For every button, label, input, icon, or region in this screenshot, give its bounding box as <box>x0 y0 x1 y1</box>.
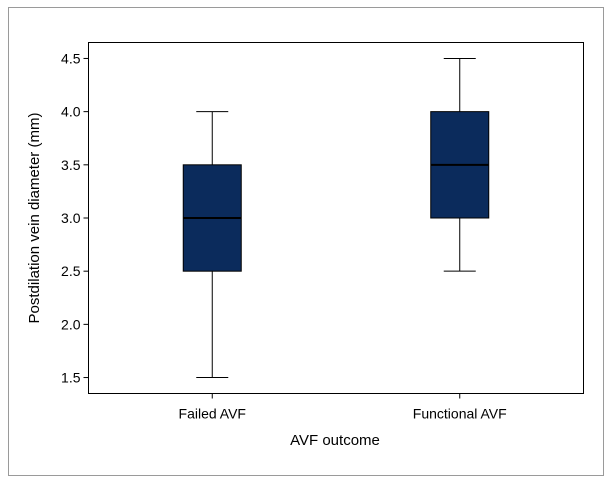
y-tick-label: 4.5 <box>61 50 81 66</box>
x-tick-label: Functional AVF <box>413 406 507 422</box>
plot-area <box>88 42 584 394</box>
x-tick-label: Failed AVF <box>179 406 246 422</box>
x-axis-label: AVF outcome <box>290 432 380 449</box>
y-tick-label: 3.0 <box>61 210 81 226</box>
boxplot-series <box>182 57 490 379</box>
y-tick-label: 2.0 <box>61 316 81 332</box>
y-tick-label: 4.0 <box>61 104 81 120</box>
y-axis-label: Postdilation vein diameter (mm) <box>26 113 43 324</box>
y-axis: 1.5 2.0 2.5 3.0 3.5 4.0 4.5 <box>61 50 89 386</box>
y-tick-label: 1.5 <box>61 370 81 386</box>
y-tick-label: 3.5 <box>61 157 81 173</box>
y-tick-label: 2.5 <box>61 263 81 279</box>
box-failed-avf <box>182 111 242 379</box>
box-functional-avf <box>430 57 490 272</box>
x-axis: Failed AVF Functional AVF <box>179 393 507 422</box>
